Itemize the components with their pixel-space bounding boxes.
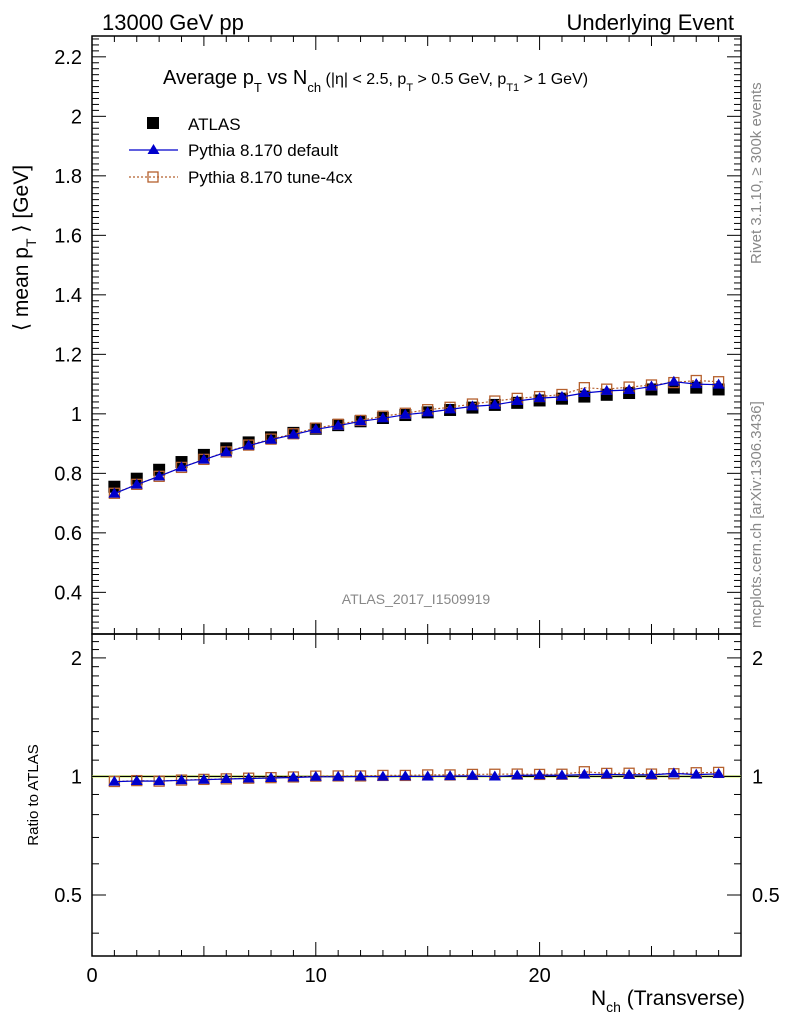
legend-marker-tune — [147, 171, 159, 183]
legend-marker-default — [147, 144, 160, 154]
main-y-axis-label: ⟨ mean pT ⟩ [GeV] — [10, 165, 39, 331]
default-main-point — [108, 487, 121, 498]
default-ratio-point — [555, 769, 568, 780]
default-ratio-point — [108, 775, 121, 786]
default-ratio-point — [153, 775, 166, 786]
default-ratio-point — [399, 770, 412, 781]
x-tick-label: 20 — [528, 965, 550, 987]
default-ratio-point — [690, 768, 703, 779]
analysis-watermark: ATLAS_2017_I1509919 — [342, 591, 491, 607]
y-tick-label-main: 1.4 — [54, 285, 82, 307]
default-main-point — [153, 470, 166, 481]
default-main-point — [578, 387, 591, 398]
default-main-point — [555, 390, 568, 401]
mcplots-label: mcplots.cern.ch [arXiv:1306.3436] — [748, 401, 765, 628]
default-main-point — [242, 439, 255, 450]
default-ratio-point — [533, 769, 546, 780]
default-main-point — [466, 400, 479, 411]
default-main-point — [444, 403, 457, 414]
default-main-point — [690, 378, 703, 389]
default-ratio-point — [645, 768, 658, 779]
default-ratio-point — [332, 770, 345, 781]
y-tick-label-main: 0.8 — [54, 463, 82, 485]
default-ratio-point — [130, 774, 143, 785]
default-ratio-point — [623, 768, 636, 779]
default-main-point — [265, 433, 278, 444]
default-ratio-point — [354, 770, 367, 781]
y-tick-label-ratio-right: 2 — [752, 648, 763, 670]
default-ratio-point — [511, 769, 524, 780]
legend-marker-atlas — [147, 117, 159, 129]
default-ratio-point — [600, 768, 613, 779]
default-main-point — [332, 419, 345, 430]
x-tick-label: 10 — [305, 965, 327, 987]
default-ratio-point — [712, 767, 725, 778]
y-tick-label-main: 1.8 — [54, 166, 82, 188]
rivet-label: Rivet 3.1.10, ≥ 300k events — [748, 82, 765, 264]
default-main-point — [399, 408, 412, 419]
y-tick-label-main: 1.6 — [54, 225, 82, 247]
legend-label-default: Pythia 8.170 default — [188, 141, 339, 160]
default-main-point — [623, 384, 636, 395]
y-tick-label-ratio-left: 0.5 — [54, 885, 82, 907]
plot-title: Average pT vs Nch (|η| < 2.5, pT > 0.5 G… — [163, 67, 588, 95]
header-left: 13000 GeV pp — [102, 10, 244, 35]
default-main-point — [287, 428, 300, 439]
default-ratio-point — [466, 769, 479, 780]
default-main-point — [645, 380, 658, 391]
legend-label-atlas: ATLAS — [188, 115, 241, 134]
default-main-point — [175, 461, 188, 472]
ratio-y-axis-label: Ratio to ATLAS — [25, 744, 42, 845]
default-main-point — [197, 453, 210, 464]
atlas-main-point — [153, 463, 166, 476]
y-tick-label-main: 0.4 — [54, 582, 82, 604]
y-tick-label-main: 0.6 — [54, 523, 82, 545]
default-main-point — [600, 384, 613, 395]
default-main-point — [220, 446, 233, 457]
x-axis-label: Nch (Transverse) — [591, 987, 745, 1015]
header-right: Underlying Event — [566, 10, 734, 35]
y-tick-label-main: 1 — [71, 404, 82, 426]
x-tick-label: 0 — [86, 965, 97, 987]
legend-label-tune: Pythia 8.170 tune-4cx — [188, 168, 353, 187]
y-tick-label-main: 2 — [71, 106, 82, 128]
default-ratio-point — [309, 770, 322, 781]
default-main-point — [309, 423, 322, 434]
default-main-point — [421, 406, 434, 417]
default-ratio-point — [175, 774, 188, 785]
default-main-point — [712, 378, 725, 389]
y-tick-label-ratio-left: 1 — [71, 766, 82, 788]
y-tick-label-main: 2.2 — [54, 47, 82, 69]
default-main-point — [667, 375, 680, 386]
default-ratio-point — [488, 770, 501, 781]
y-tick-label-main: 1.2 — [54, 344, 82, 366]
default-main-point — [488, 398, 501, 409]
default-ratio-point — [197, 773, 210, 784]
tune4cx-main-line — [114, 379, 719, 494]
default-ratio-point — [421, 770, 434, 781]
default-ratio-point — [287, 771, 300, 782]
default-ratio-point — [265, 771, 278, 782]
default-main-point — [533, 392, 546, 403]
default-main-line — [114, 381, 719, 495]
y-tick-label-ratio-right: 1 — [752, 766, 763, 788]
default-ratio-point — [444, 770, 457, 781]
default-main-point — [376, 412, 389, 423]
ratio-panel-frame — [91, 633, 742, 957]
default-ratio-point — [667, 767, 680, 778]
default-main-point — [354, 415, 367, 426]
legend: ATLAS Pythia 8.170 default Pythia 8.170 … — [129, 115, 353, 187]
default-main-point — [130, 478, 143, 489]
default-ratio-line — [114, 772, 719, 783]
default-ratio-point — [220, 773, 233, 784]
atlas-main-point — [108, 480, 121, 493]
default-ratio-point — [376, 770, 389, 781]
default-ratio-point — [578, 768, 591, 779]
y-tick-label-ratio-right: 0.5 — [752, 885, 780, 907]
default-main-point — [511, 395, 524, 406]
y-tick-label-ratio-left: 2 — [71, 648, 82, 670]
default-ratio-point — [242, 772, 255, 783]
